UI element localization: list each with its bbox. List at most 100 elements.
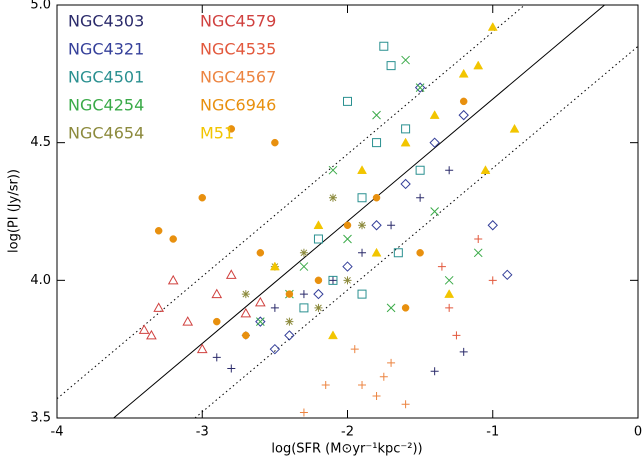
data-point [509, 123, 520, 133]
data-point [357, 289, 367, 299]
data-point [459, 97, 468, 106]
data-point [458, 109, 469, 121]
data-point [386, 303, 396, 313]
data-point [350, 345, 359, 354]
data-point [473, 248, 483, 258]
data-point [269, 343, 281, 355]
y-tick-label: 5.0 [30, 0, 51, 13]
data-point [343, 276, 352, 285]
y-tick-label: 3.5 [30, 411, 51, 426]
data-point [372, 391, 381, 400]
data-point [299, 303, 309, 313]
legend-label: NGC4303 [68, 12, 144, 31]
reference-line [113, 5, 605, 418]
data-point [299, 408, 308, 417]
data-point [284, 330, 295, 341]
y-axis-label: log(PI (Jy/sr)) [7, 169, 22, 253]
legend-label: NGC4501 [68, 68, 144, 87]
data-point [429, 110, 440, 119]
data-point [270, 303, 279, 312]
legend-label: NGC4567 [200, 68, 276, 87]
x-axis-label: log(SFR (M⊙yr⁻¹kpc⁻²)) [271, 442, 422, 457]
data-point [473, 60, 484, 70]
data-point [357, 165, 367, 174]
data-point [459, 347, 468, 356]
data-point [387, 358, 396, 367]
data-point [299, 262, 309, 271]
data-point [269, 261, 280, 271]
data-point [314, 276, 323, 285]
data-point [343, 221, 352, 230]
data-point [285, 317, 294, 326]
data-point [313, 220, 324, 230]
data-point [401, 124, 411, 134]
data-point [416, 249, 424, 257]
data-point [401, 304, 410, 312]
data-point [138, 324, 150, 334]
data-point [313, 234, 323, 244]
data-point [386, 61, 396, 71]
data-point [401, 55, 410, 65]
data-point [474, 235, 483, 244]
plot-frame [56, 4, 639, 419]
data-point [415, 165, 425, 175]
data-point [342, 261, 353, 272]
plot-area [57, 5, 638, 418]
data-point [358, 380, 367, 389]
data-point [328, 165, 338, 175]
data-point [169, 235, 177, 243]
legend-label: M51 [200, 124, 234, 143]
data-point [328, 275, 338, 285]
data-point [358, 248, 367, 257]
legend-label: NGC4321 [68, 40, 144, 59]
data-point [444, 275, 454, 285]
data-point [452, 331, 461, 340]
data-point [240, 307, 252, 318]
reference-line [194, 45, 638, 418]
data-point [445, 166, 454, 175]
data-point [414, 82, 426, 93]
data-point [437, 262, 446, 271]
data-point [211, 288, 223, 299]
x-tick-label: -4 [51, 425, 64, 440]
data-point [321, 380, 330, 389]
legend-label: NGC4254 [68, 96, 144, 115]
legend-label: NGC4535 [200, 40, 276, 59]
data-point [401, 400, 410, 409]
data-point [328, 330, 338, 340]
data-point [415, 83, 425, 92]
data-point [502, 269, 513, 281]
data-point [387, 221, 396, 230]
data-point [372, 110, 381, 120]
data-point [372, 193, 381, 202]
data-point [299, 290, 308, 299]
y-tick-label: 4.5 [30, 135, 51, 150]
reference-line [57, 5, 526, 400]
data-point [213, 317, 221, 326]
data-point [167, 274, 179, 285]
data-point [299, 248, 308, 257]
data-point [371, 220, 382, 231]
data-point [358, 221, 367, 230]
data-point [416, 193, 425, 202]
data-point [198, 193, 207, 202]
data-point [225, 269, 237, 279]
data-point [379, 41, 389, 51]
y-tick-label: 4.0 [30, 273, 51, 288]
data-point [400, 178, 411, 190]
data-point [371, 247, 382, 257]
data-point [227, 125, 236, 133]
data-point [430, 367, 439, 376]
data-point [445, 303, 454, 312]
data-point [372, 138, 382, 148]
data-point [314, 303, 323, 312]
data-point [444, 289, 455, 298]
data-point [255, 316, 266, 327]
legend-label: NGC6946 [200, 96, 276, 115]
data-point [480, 165, 491, 174]
x-tick-label: 0 [634, 425, 642, 440]
data-point [488, 276, 497, 285]
data-point [487, 220, 498, 231]
data-point [212, 353, 221, 362]
